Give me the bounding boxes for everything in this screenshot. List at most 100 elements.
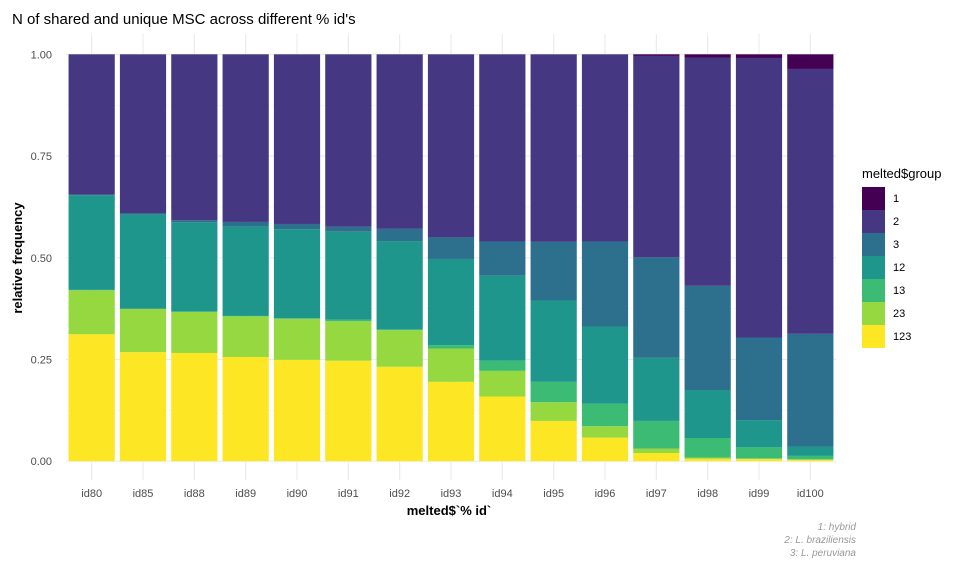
bar-id96-12 <box>581 326 629 404</box>
bars <box>68 54 834 462</box>
bar-id85-2 <box>119 54 167 213</box>
bar-id100-13 <box>787 455 834 460</box>
bar-id94-12 <box>479 275 526 361</box>
bar-id97-3 <box>633 257 680 358</box>
y-tick-labels: 0.00 0.25 0.50 0.75 1.00 <box>31 49 52 468</box>
bar-id95-13 <box>530 381 577 403</box>
bar-id97-23 <box>633 448 680 454</box>
bar-id85-12 <box>119 214 167 309</box>
legend-label-12: 12 <box>893 262 905 274</box>
bar-id98-2 <box>684 57 731 286</box>
chart-title: N of shared and unique MSC across differ… <box>12 11 356 28</box>
y-tick-label: 0.50 <box>31 253 52 265</box>
bar-id96-2 <box>581 54 629 242</box>
bar-id92-2 <box>376 54 423 229</box>
bar-id92-13 <box>376 329 423 331</box>
bar-id93-23 <box>427 348 475 382</box>
y-tick-label: 0.75 <box>31 151 52 163</box>
bar-id100-2 <box>787 68 834 334</box>
legend-key-2 <box>862 210 885 233</box>
bar-id97-12 <box>633 357 680 421</box>
x-tick-label: id85 <box>133 488 154 500</box>
bar-id94-3 <box>479 241 526 276</box>
bar-id99-23 <box>735 458 783 460</box>
bar-id98-13 <box>684 438 731 458</box>
bar-id100-3 <box>787 333 834 447</box>
bar-id89-23 <box>222 316 269 358</box>
bar-id90-2 <box>273 54 321 224</box>
bar-id97-123 <box>633 453 680 462</box>
bar-id100-123 <box>787 459 834 462</box>
caption-line-3: 3: L. peruviana <box>790 548 857 559</box>
y-axis-title: relative frequency <box>10 202 25 314</box>
bar-id99-123 <box>735 459 783 462</box>
x-tick-label: id99 <box>749 488 770 500</box>
bar-id92-3 <box>376 228 423 242</box>
bar-id91-123 <box>325 360 372 462</box>
bar-id85-3 <box>119 212 167 215</box>
x-tick-label: id80 <box>81 488 102 500</box>
x-tick-label: id95 <box>543 488 564 500</box>
bar-id91-2 <box>325 54 372 227</box>
y-tick-label: 0.00 <box>31 456 52 468</box>
y-tick-label: 0.25 <box>31 354 52 366</box>
bar-id93-12 <box>427 258 475 346</box>
x-tick-label: id100 <box>797 488 824 500</box>
bar-id98-1 <box>684 54 731 58</box>
bar-id93-3 <box>427 237 475 259</box>
legend-key-1 <box>862 187 885 210</box>
bar-id93-2 <box>427 54 475 238</box>
legend-key-12 <box>862 256 885 279</box>
bar-id96-3 <box>581 241 629 327</box>
bar-id95-123 <box>530 420 577 462</box>
y-tick-label: 1.00 <box>31 49 52 61</box>
bar-id100-12 <box>787 446 834 456</box>
x-axis-title: melted$`% id` <box>407 503 492 518</box>
bar-id95-2 <box>530 54 577 242</box>
x-tick-label: id90 <box>287 488 308 500</box>
legend-label-13: 13 <box>893 285 905 297</box>
bar-id94-13 <box>479 360 526 371</box>
bar-id94-23 <box>479 370 526 397</box>
bar-id98-123 <box>684 458 731 462</box>
bar-id95-3 <box>530 241 577 301</box>
bar-id94-123 <box>479 396 526 462</box>
bar-id90-123 <box>273 359 321 462</box>
bar-id91-3 <box>325 226 372 232</box>
bar-id96-123 <box>581 437 629 462</box>
bar-id90-3 <box>273 223 321 230</box>
x-tick-label: id92 <box>389 488 410 500</box>
bar-id90-12 <box>273 229 321 319</box>
bar-id89-2 <box>222 54 269 222</box>
bar-id88-12 <box>171 222 218 312</box>
bar-id92-23 <box>376 330 423 367</box>
bar-id99-12 <box>735 420 783 448</box>
bar-id93-13 <box>427 345 475 349</box>
bar-id96-23 <box>581 426 629 438</box>
bar-id88-23 <box>171 311 218 353</box>
bar-id96-13 <box>581 403 629 427</box>
legend-label-23: 23 <box>893 308 905 320</box>
bar-id92-12 <box>376 241 423 330</box>
bar-id89-3 <box>222 221 269 227</box>
bar-id80-123 <box>68 334 115 462</box>
bar-id80-23 <box>68 290 115 335</box>
bar-id85-23 <box>119 309 167 353</box>
bar-id95-23 <box>530 402 577 421</box>
x-tick-label: id97 <box>646 488 667 500</box>
x-tick-label: id98 <box>697 488 718 500</box>
bar-id80-2 <box>68 54 115 195</box>
x-tick-label: id94 <box>492 488 513 500</box>
bar-id94-2 <box>479 54 526 242</box>
bar-id88-3 <box>171 220 218 223</box>
legend-key-13 <box>862 279 885 302</box>
bar-id98-12 <box>684 389 731 439</box>
bar-id90-23 <box>273 318 321 360</box>
x-tick-label: id91 <box>338 488 359 500</box>
bar-id100-1 <box>787 54 834 69</box>
x-tick-label: id88 <box>184 488 205 500</box>
bar-id95-12 <box>530 300 577 382</box>
legend-key-23 <box>862 302 885 325</box>
